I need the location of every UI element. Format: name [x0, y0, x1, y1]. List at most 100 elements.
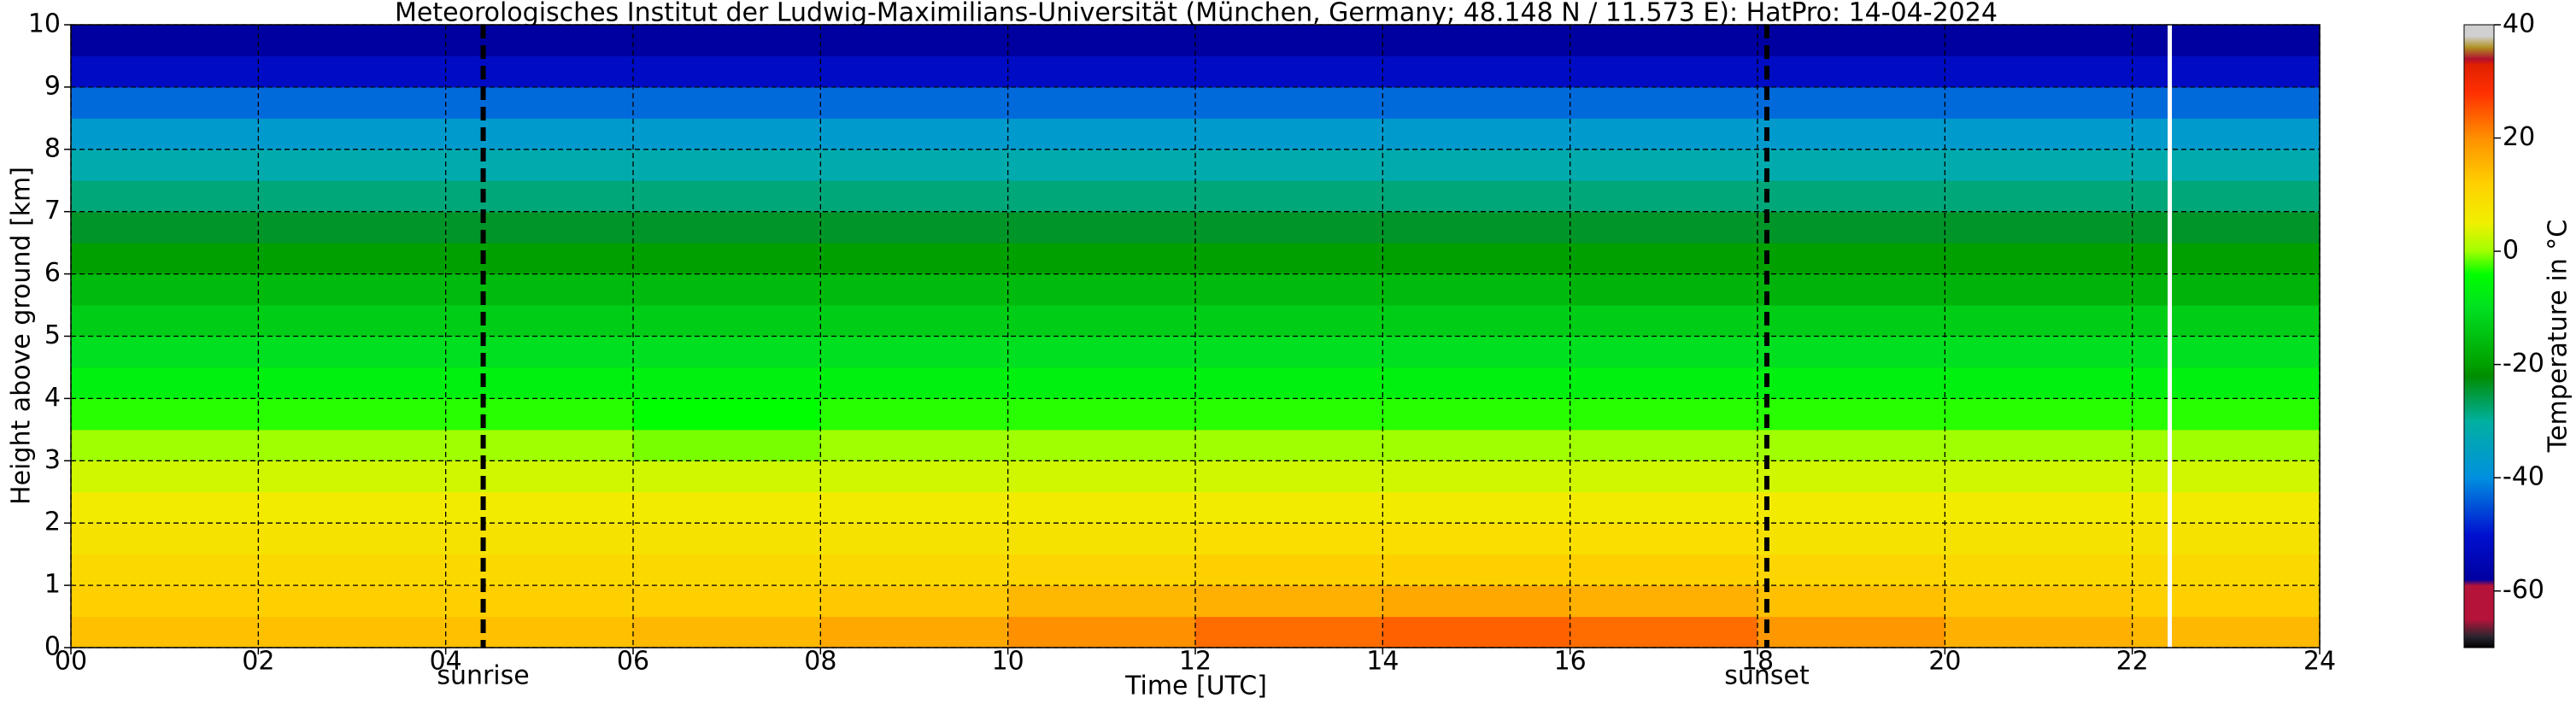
heatmap-cell: [1007, 398, 1196, 431]
heatmap-cell: [258, 118, 447, 150]
heatmap-cell: [1007, 523, 1196, 555]
heatmap-cell: [1570, 429, 1758, 461]
colorbar-segment: [2464, 585, 2494, 620]
heatmap-cell: [2132, 243, 2321, 275]
heatmap-cell: [1007, 336, 1196, 368]
y-tick-label: 2: [44, 507, 61, 537]
heatmap-cell: [1195, 305, 1383, 337]
heatmap-cell: [1570, 180, 1758, 213]
heatmap-cell: [445, 273, 634, 306]
heatmap-cell: [633, 491, 821, 524]
annotation: sunset: [1724, 661, 1810, 691]
heatmap-cell: [633, 305, 821, 337]
heatmap-cell: [2132, 211, 2321, 243]
heatmap-cell: [633, 554, 821, 586]
heatmap-cell: [1007, 118, 1196, 150]
heatmap-cell: [633, 336, 821, 368]
heatmap-cell: [2132, 523, 2321, 555]
heatmap-cell: [820, 616, 1009, 648]
heatmap-cell: [1195, 554, 1383, 586]
x-axis-label: Time [UTC]: [1124, 672, 1267, 701]
heatmap-cell: [820, 180, 1009, 213]
x-tick-label: 12: [1179, 647, 1212, 677]
heatmap-cell: [820, 491, 1009, 524]
heatmap-cell: [445, 616, 634, 648]
colorbar-segment: [2464, 308, 2494, 366]
heatmap-cell: [445, 367, 634, 399]
heatmap-cell: [71, 25, 259, 56]
heatmap-cell: [1757, 336, 1945, 368]
heatmap-cell: [1945, 56, 2133, 88]
heatmap-cell: [1382, 585, 1571, 618]
heatmap-cell: [258, 554, 447, 586]
colorbar-segment: [2464, 478, 2494, 535]
heatmap-cell: [71, 86, 259, 119]
heatmap-cell: [1945, 616, 2133, 648]
heatmap-cell: [1757, 554, 1945, 586]
heatmap-cell: [1195, 585, 1383, 618]
heatmap-cell: [1757, 211, 1945, 243]
heatmap-cell: [71, 461, 259, 493]
heatmap-cell: [445, 336, 634, 368]
heatmap-cell: [820, 367, 1009, 399]
heatmap-cell: [1570, 243, 1758, 275]
heatmap-cell: [1757, 305, 1945, 337]
heatmap-cell: [1007, 491, 1196, 524]
heatmap-cell: [1945, 149, 2133, 181]
heatmap-cell: [1007, 554, 1196, 586]
heatmap-cell: [71, 585, 259, 618]
heatmap-cell: [1007, 273, 1196, 306]
heatmap-cell: [1195, 616, 1383, 648]
heatmap-cell: [1382, 211, 1571, 243]
heatmap-cell: [2132, 491, 2321, 524]
heatmap-cell: [1382, 243, 1571, 275]
heatmap-cell: [633, 523, 821, 555]
heatmap-cell: [258, 305, 447, 337]
colorbar-segment: [2464, 92, 2494, 139]
colorbar-tick-label: 0: [2503, 236, 2519, 266]
heatmap-cell: [1570, 398, 1758, 431]
heatmap-cell: [1195, 461, 1383, 493]
heatmap-cell: [1570, 491, 1758, 524]
colorbar-segment: [2464, 619, 2494, 637]
heatmap-cell: [820, 336, 1009, 368]
heatmap-cell: [71, 616, 259, 648]
heatmap-cell: [71, 429, 259, 461]
heatmap-cell: [71, 554, 259, 586]
heatmap-cell: [633, 56, 821, 88]
heatmap-cell: [1570, 211, 1758, 243]
heatmap-cell: [820, 523, 1009, 555]
heatmap-cell: [71, 398, 259, 431]
y-tick-label: 8: [44, 133, 61, 163]
heatmap-cell: [2132, 118, 2321, 150]
heatmap-cell: [820, 461, 1009, 493]
heatmap-cell: [1382, 461, 1571, 493]
heatmap-cell: [2132, 461, 2321, 493]
heatmap-cell: [1757, 429, 1945, 461]
heatmap-cell: [633, 461, 821, 493]
heatmap-cell: [1007, 149, 1196, 181]
colorbar-segment: [2464, 25, 2494, 37]
heatmap-cell: [1007, 429, 1196, 461]
heatmap-cell: [1945, 243, 2133, 275]
heatmap-cell: [258, 616, 447, 648]
heatmap-cell: [1007, 243, 1196, 275]
heatmap-cell: [1757, 616, 1945, 648]
heatmap-cell: [1007, 616, 1196, 648]
heatmap-cell: [2132, 336, 2321, 368]
colorbar-frame: [2463, 24, 2495, 648]
heatmap-cell: [71, 305, 259, 337]
heatmap-cell: [633, 398, 821, 431]
heatmap-cell: [1007, 86, 1196, 119]
colorbar-tick-label: -40: [2503, 462, 2544, 492]
heatmap-cell: [1382, 118, 1571, 150]
colorbar-segment: [2464, 273, 2494, 308]
y-tick-label: 6: [44, 258, 61, 288]
heatmap-cell: [2132, 149, 2321, 181]
heatmap-cell: [1757, 86, 1945, 119]
heatmap-cell: [633, 118, 821, 150]
heatmap-cell: [820, 56, 1009, 88]
heatmap-cell: [633, 273, 821, 306]
heatmap-cell: [258, 585, 447, 618]
heatmap-cell: [2132, 367, 2321, 399]
